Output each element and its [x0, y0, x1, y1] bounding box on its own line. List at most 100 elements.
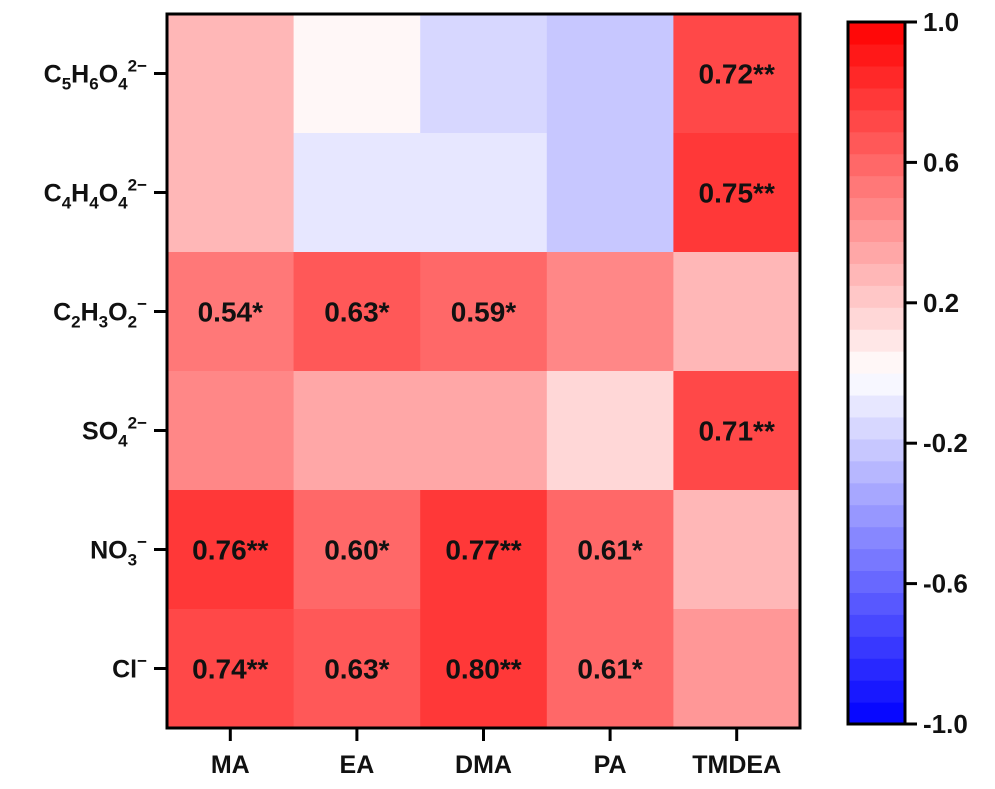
cell-value-label: 0.74**	[192, 654, 268, 685]
colorbar-step	[848, 460, 905, 484]
colorbar-step	[848, 329, 905, 352]
colorbar-step	[848, 526, 905, 550]
heatmap-cells	[167, 14, 801, 729]
heatmap-cell	[420, 133, 548, 253]
heatmap-cell	[293, 252, 421, 372]
heatmap-cell	[167, 133, 295, 253]
colorbar-step	[848, 438, 905, 462]
colorbar-step	[848, 285, 905, 308]
cell-value-label: 0.54*	[198, 297, 263, 328]
cell-value-label: 0.71**	[699, 416, 775, 447]
x-axis: MA EA DMA PA TMDEA	[211, 728, 781, 779]
colorbar-step	[848, 109, 905, 133]
heatmap-cell	[546, 14, 674, 134]
colorbar-step	[848, 416, 905, 440]
colorbar-frame	[846, 20, 907, 726]
colorbar-step	[848, 219, 905, 242]
colorbar-step	[848, 43, 905, 67]
heatmap-cell-labels: 0.72** 0.75** 0.54* 0.63* 0.59* 0.71** 0.76** 0…	[192, 59, 775, 685]
heatmap-cell	[167, 371, 295, 491]
colorbar-step	[848, 351, 905, 374]
x-tick-label: TMDEA	[692, 751, 781, 779]
heatmap-cell	[546, 490, 674, 610]
cell-value-label: 0.75**	[699, 178, 775, 209]
heatmap-cell	[167, 490, 295, 610]
cell-value-label: 0.60*	[324, 535, 389, 566]
cell-value-label: 0.72**	[699, 59, 775, 90]
cell-value-label: 0.59*	[451, 297, 516, 328]
colorbar-step	[848, 592, 905, 615]
heatmap-cell	[420, 609, 548, 729]
colorbar-tick-label: -0.2	[923, 428, 968, 458]
x-tick-label: PA	[594, 751, 627, 779]
cell-value-label: 0.77**	[445, 535, 521, 566]
colorbar-step	[848, 614, 905, 637]
colorbar-tick-label: 1.0	[923, 7, 959, 37]
colorbar-tick-label: 0.2	[923, 288, 959, 318]
heatmap-cell	[546, 133, 674, 253]
y-tick-label: Cl−Cl −	[112, 652, 147, 684]
colorbar-step	[848, 636, 905, 659]
colorbar-step	[848, 570, 905, 593]
heatmap-cell	[673, 609, 801, 729]
heatmap-cell	[673, 133, 801, 253]
y-tick-label: C4H4O42−C4H4O4 2−	[44, 176, 147, 213]
heatmap-cell	[420, 490, 548, 610]
colorbar-tick-label: -1.0	[923, 709, 968, 739]
y-tick-label: C2H3O2−C2H3O2 −	[53, 295, 147, 332]
y-tick-label: C5H6O42−C5H6O4 2−	[44, 57, 147, 94]
cell-value-label: 0.61*	[577, 535, 642, 566]
colorbar-tick-label: -0.6	[923, 569, 968, 599]
heatmap-cell	[293, 133, 421, 253]
heatmap-cell	[293, 609, 421, 729]
colorbar-step	[848, 263, 905, 286]
cell-value-label: 0.61*	[577, 654, 642, 685]
cell-value-label: 0.63*	[324, 654, 389, 685]
cell-value-label: 0.76**	[192, 535, 268, 566]
heatmap-cell	[546, 371, 674, 491]
colorbar-step	[848, 658, 905, 681]
heatmap-cell	[673, 252, 801, 372]
colorbar-step	[848, 175, 905, 199]
heatmap-cell	[167, 252, 295, 372]
colorbar-tick-label: 0.6	[923, 147, 959, 177]
heatmap-cell	[673, 371, 801, 491]
heatmap-cell	[293, 490, 421, 610]
colorbar-step	[848, 394, 905, 418]
heatmap-cell	[546, 252, 674, 372]
colorbar-step	[848, 702, 905, 725]
cell-value-label: 0.80**	[445, 654, 521, 685]
heatmap-cell	[420, 14, 548, 134]
heatmap-cell	[293, 14, 421, 134]
colorbar-step	[848, 373, 905, 396]
heatmap-cell	[293, 371, 421, 491]
heatmap-cell	[167, 609, 295, 729]
colorbar-step	[848, 241, 905, 264]
x-tick-label: DMA	[455, 751, 512, 779]
colorbar-step	[848, 22, 905, 45]
heatmap-cell	[167, 14, 295, 134]
y-axis: C5H6O42−C5H6O4 2− C4H4O42−C4H4O4 2− C2H3O2…	[44, 57, 167, 684]
heatmap-cell	[546, 609, 674, 729]
colorbar-step	[848, 197, 905, 221]
colorbar: 1.0 0.6 0.2 -0.2 -0.6 -1.0	[846, 7, 968, 739]
colorbar-step	[848, 307, 905, 330]
cell-value-label: 0.63*	[324, 297, 389, 328]
colorbar-step	[848, 65, 905, 89]
x-tick-label: MA	[211, 751, 250, 779]
heatmap-cell	[420, 252, 548, 372]
colorbar-step	[848, 87, 905, 111]
y-tick-label: NO3−NO3 −	[90, 533, 147, 570]
colorbar-step	[848, 131, 905, 155]
colorbar-step	[848, 504, 905, 528]
y-tick-label: SO42−SO4 2−	[82, 414, 147, 451]
colorbar-step	[848, 153, 905, 177]
colorbar-step	[848, 548, 905, 572]
colorbar-step	[848, 482, 905, 506]
heatmap-cell	[673, 14, 801, 134]
heatmap-cell	[420, 371, 548, 491]
heatmap-cell	[673, 490, 801, 610]
colorbar-step	[848, 680, 905, 703]
x-tick-label: EA	[340, 751, 375, 779]
